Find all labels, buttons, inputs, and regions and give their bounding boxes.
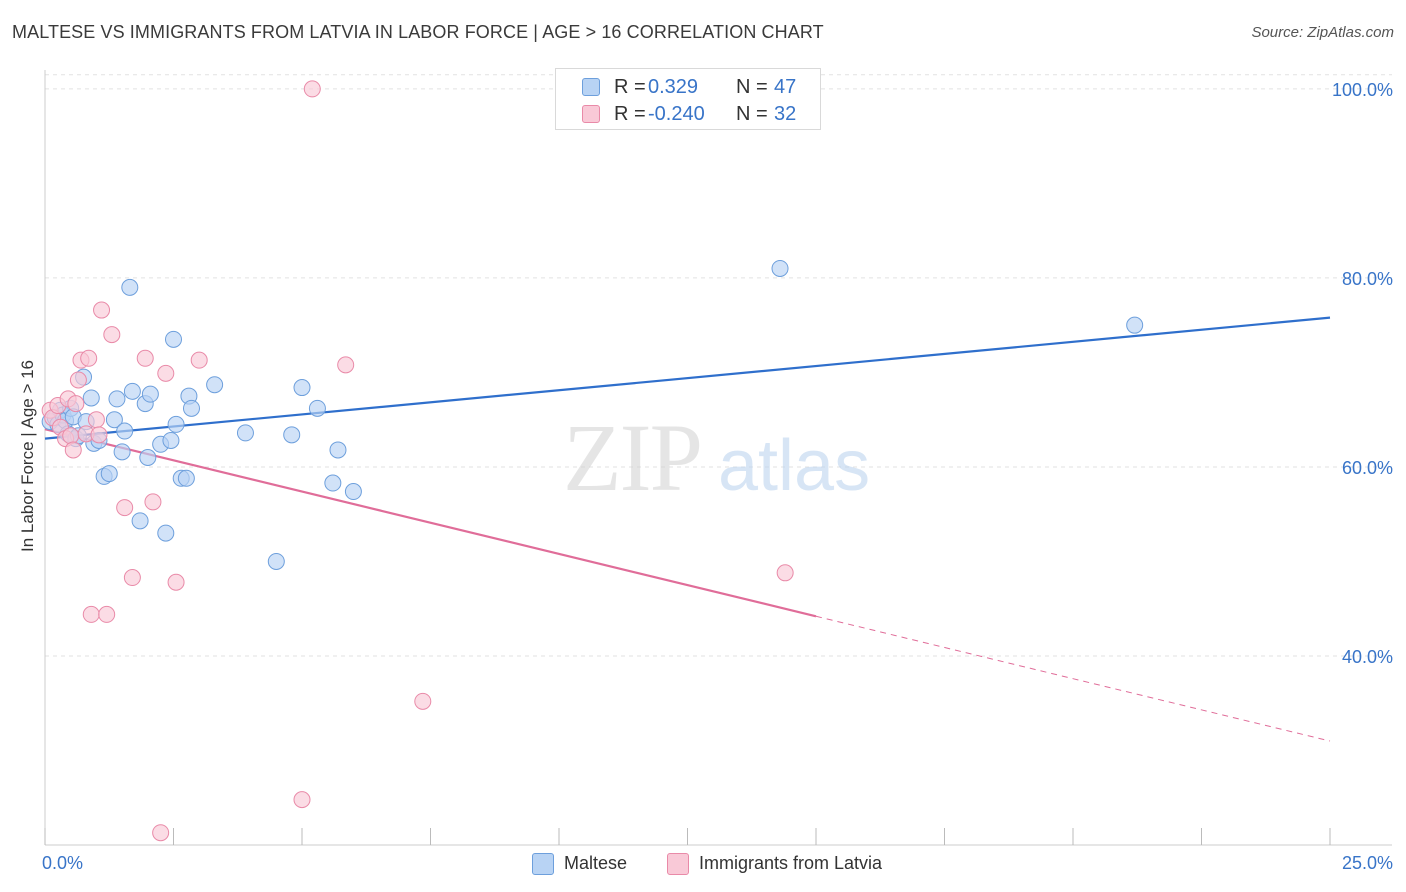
y-tick-label: 40.0% <box>1342 647 1393 667</box>
point-latvia <box>103 326 121 344</box>
point-maltese <box>283 426 301 444</box>
grid-layer <box>45 74 1392 657</box>
point-maltese <box>206 376 224 394</box>
point-maltese <box>82 389 100 407</box>
point-latvia <box>190 351 208 369</box>
point-latvia <box>67 395 85 413</box>
point-maltese <box>139 449 157 466</box>
series-legend: Maltese Immigrants from Latvia <box>0 851 1406 879</box>
watermark-zip: ZIP <box>563 404 701 511</box>
point-latvia <box>293 791 311 809</box>
point-latvia <box>62 427 80 445</box>
point-latvia <box>167 573 185 591</box>
trend-extension-latvia <box>815 615 1331 742</box>
trend-layer <box>44 316 1331 742</box>
point-maltese <box>167 415 185 433</box>
point-maltese <box>182 399 200 417</box>
point-maltese <box>157 524 175 542</box>
point-latvia <box>116 499 134 517</box>
point-latvia <box>136 349 154 367</box>
legend-swatch-pink <box>582 105 600 123</box>
point-latvia <box>337 356 355 374</box>
point-maltese <box>105 411 123 429</box>
tick-label-layer: 40.0% 60.0% 80.0% 100.0% 0.0% 25.0% <box>42 80 1393 873</box>
point-maltese <box>771 259 789 277</box>
legend-swatch-blue <box>582 78 600 96</box>
r-value: 0.329 <box>648 76 699 98</box>
x-tick-label: 25.0% <box>1342 853 1393 873</box>
point-latvia <box>93 301 111 319</box>
point-latvia <box>90 426 108 444</box>
point-latvia <box>80 349 98 367</box>
point-maltese <box>344 483 362 501</box>
point-latvia <box>414 692 432 710</box>
legend-label-latvia: Immigrants from Latvia <box>699 853 883 873</box>
point-maltese <box>236 424 254 442</box>
stats-row-latvia: R = -0.240 N = 32 <box>556 101 820 129</box>
point-maltese <box>308 399 326 417</box>
r-value: -0.240 <box>648 103 705 125</box>
point-latvia <box>152 824 170 842</box>
axis-layer <box>44 70 1392 846</box>
point-maltese <box>267 552 285 570</box>
point-latvia <box>776 564 794 582</box>
point-maltese <box>108 390 126 408</box>
trend-line-maltese <box>44 316 1331 440</box>
point-latvia <box>144 493 162 511</box>
n-label: N = <box>736 103 768 125</box>
point-maltese <box>177 469 195 487</box>
legend-label-maltese: Maltese <box>564 853 628 873</box>
point-maltese <box>141 385 159 403</box>
trend-line-latvia <box>44 428 817 618</box>
point-maltese <box>116 422 134 440</box>
point-maltese <box>113 443 131 461</box>
point-maltese <box>162 431 180 449</box>
stats-legend: R = 0.329 N = 47 R = -0.240 N = 32 <box>555 68 821 130</box>
point-maltese <box>165 330 182 348</box>
point-latvia <box>69 371 87 389</box>
points-layer <box>41 80 1144 842</box>
n-value: 47 <box>774 76 797 98</box>
point-latvia <box>82 605 100 623</box>
source-credit: Source: ZipAtlas.com <box>1251 24 1394 41</box>
watermark-atlas: atlas <box>718 426 870 506</box>
y-tick-label: 80.0% <box>1342 269 1393 289</box>
legend-swatch-maltese <box>532 853 554 875</box>
point-latvia <box>157 364 175 382</box>
legend-swatch-latvia <box>667 853 689 875</box>
chart-title: MALTESE VS IMMIGRANTS FROM LATVIA IN LAB… <box>12 22 824 42</box>
n-value: 32 <box>774 103 797 125</box>
point-maltese <box>329 441 347 459</box>
r-label: R = <box>614 76 646 98</box>
x-tick-label: 0.0% <box>42 853 83 873</box>
point-latvia <box>98 605 116 623</box>
r-label: R = <box>614 103 646 125</box>
point-maltese <box>121 278 139 296</box>
watermark: ZIP atlas <box>563 404 870 511</box>
point-maltese <box>293 379 311 397</box>
point-maltese <box>100 465 118 483</box>
point-latvia <box>303 80 321 98</box>
point-latvia <box>123 569 141 587</box>
stats-row-maltese: R = 0.329 N = 47 <box>556 74 820 102</box>
point-maltese <box>1126 316 1144 334</box>
point-maltese <box>123 382 141 400</box>
y-axis-label: In Labor Force | Age > 16 <box>18 359 37 553</box>
point-latvia <box>87 411 105 429</box>
point-latvia <box>64 441 82 459</box>
n-label: N = <box>736 76 768 98</box>
point-maltese <box>131 512 149 530</box>
point-maltese <box>324 474 342 492</box>
y-tick-label: 60.0% <box>1342 458 1393 478</box>
y-tick-label: 100.0% <box>1332 80 1393 100</box>
